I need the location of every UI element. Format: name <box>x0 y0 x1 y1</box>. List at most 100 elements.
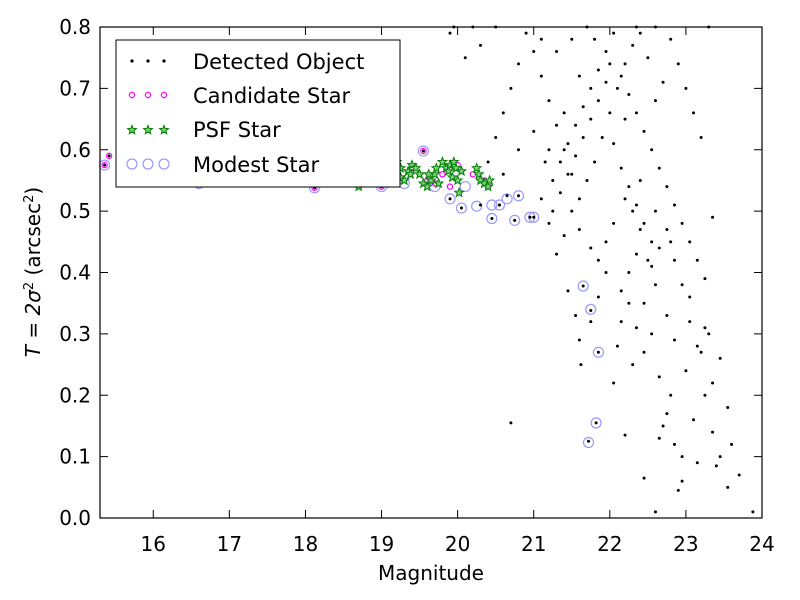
detected-object-point <box>650 240 654 244</box>
detected-object-point <box>680 221 684 225</box>
detected-object-point <box>558 191 562 195</box>
detected-object-point <box>695 461 699 465</box>
candidate-star-point <box>446 183 454 190</box>
detected-object-point <box>665 185 669 189</box>
detected-object-point <box>692 111 696 115</box>
detected-object-point <box>593 37 597 41</box>
detected-object-point <box>604 50 608 54</box>
detected-object-point <box>650 148 654 152</box>
detected-object-point <box>103 163 107 167</box>
detected-object-point <box>612 31 616 35</box>
detected-object-point <box>574 123 578 127</box>
x-tick-label: 23 <box>673 532 698 556</box>
detected-object-point <box>566 142 570 146</box>
detected-object-point <box>657 166 661 170</box>
detected-object-point <box>566 289 570 293</box>
psf-star-point <box>442 165 455 177</box>
detected-object-point <box>509 86 513 90</box>
detected-object-point <box>688 320 692 324</box>
legend-marker-psf-star <box>126 124 170 135</box>
detected-object-point <box>570 209 574 213</box>
detected-object-point <box>650 264 654 268</box>
detected-object-point <box>684 369 688 373</box>
detected-object-point <box>585 178 589 182</box>
y-tick-label: 0.6 <box>59 138 91 162</box>
detected-object-point <box>547 99 551 103</box>
detected-object-point <box>669 240 673 244</box>
psf-star-point <box>446 171 458 183</box>
modest-star-point <box>501 193 513 205</box>
detected-object-point <box>600 135 604 139</box>
detected-object-point <box>665 313 669 317</box>
detected-object-point <box>661 80 665 84</box>
legend-label-psf-star: PSF Star <box>193 118 281 142</box>
detected-object-point <box>638 31 642 35</box>
detected-object-point <box>547 221 551 225</box>
detected-object-point <box>594 421 598 425</box>
x-tick-label: 20 <box>445 532 470 556</box>
detected-object-point <box>634 252 638 256</box>
modest-star-point <box>590 417 602 429</box>
modest-star-point <box>512 190 525 202</box>
detected-object-point <box>680 283 684 287</box>
modest-star-point <box>459 180 471 193</box>
x-tick-label: 16 <box>141 532 166 556</box>
detected-object-point <box>718 356 722 360</box>
detected-object-point <box>718 455 722 459</box>
detected-object-point <box>547 148 551 152</box>
detected-object-point <box>634 326 638 330</box>
legend-label-detected-object: Detected Object <box>193 50 364 74</box>
detected-object-point <box>448 31 452 35</box>
detected-object-point <box>478 203 482 207</box>
detected-object-point <box>680 479 684 483</box>
detected-object-point <box>638 178 642 182</box>
detected-object-point <box>562 111 566 115</box>
detected-object-point <box>669 393 673 397</box>
detected-object-point <box>570 172 574 176</box>
detected-object-point <box>579 363 583 367</box>
detected-object-point <box>562 234 566 238</box>
detected-object-point <box>646 258 650 262</box>
detected-object-point <box>657 246 661 250</box>
detected-object-point <box>532 215 536 219</box>
candidate-star-point <box>439 171 446 178</box>
detected-object-point <box>505 194 509 198</box>
detected-object-point <box>490 216 494 220</box>
detected-object-point <box>699 135 703 139</box>
psf-star-point <box>425 174 437 186</box>
detected-object-point <box>623 197 627 201</box>
detected-object-point <box>593 160 597 164</box>
detected-object-point <box>517 62 521 66</box>
detected-object-point <box>596 295 600 299</box>
detected-object-point <box>684 86 688 90</box>
detected-object-point <box>589 320 593 324</box>
detected-object-point <box>107 154 111 158</box>
detected-object-point <box>501 172 505 176</box>
detected-object-point <box>676 488 680 492</box>
detected-object-point <box>524 31 528 35</box>
detected-object-point <box>665 412 669 416</box>
y-axis-title-prefix: T = 2σ <box>21 289 45 357</box>
detected-object-point <box>688 240 692 244</box>
detected-object-point <box>589 246 593 250</box>
x-tick-label: 18 <box>293 532 318 556</box>
legend: Detected Object Candidate Star PSF Star … <box>115 39 401 188</box>
psf-star-point <box>398 174 411 186</box>
tick-labels: 16 17 18 19 20 21 22 23 24 0.0 0.1 0.2 0.3 0.4 0.5 0.6 0… <box>59 15 775 556</box>
detected-object-point <box>612 221 616 225</box>
detected-object-point <box>726 406 730 410</box>
x-tick-label: 17 <box>217 532 242 556</box>
detected-object-point <box>509 421 513 425</box>
detected-object-point <box>421 149 425 153</box>
detected-object-point <box>619 74 623 78</box>
detected-object-point <box>555 252 559 256</box>
y-axis-title-sup: 2 <box>22 282 37 290</box>
modest-star-point <box>486 199 498 211</box>
detected-object-point <box>634 203 638 207</box>
detected-object-point <box>642 301 646 305</box>
y-tick-label: 0.5 <box>59 199 91 223</box>
y-tick-label: 0.0 <box>59 506 91 530</box>
psf-star-point <box>483 174 496 186</box>
x-tick-label: 21 <box>521 532 546 556</box>
